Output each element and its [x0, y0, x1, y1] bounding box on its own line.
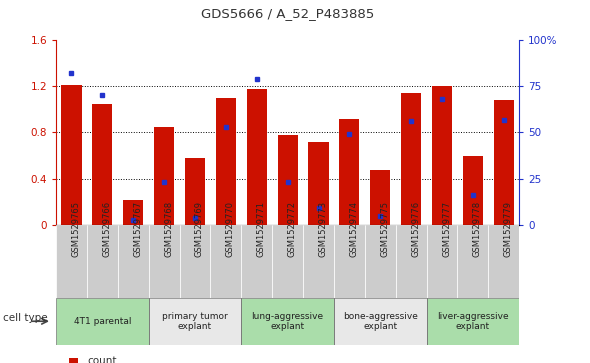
Bar — [118, 225, 149, 298]
Bar — [216, 98, 236, 225]
Bar — [432, 86, 452, 225]
Bar — [92, 103, 113, 225]
Text: liver-aggressive
explant: liver-aggressive explant — [437, 311, 509, 331]
Bar — [149, 225, 179, 298]
Bar — [494, 100, 514, 225]
Bar — [247, 89, 267, 225]
Bar — [56, 225, 87, 298]
Bar — [87, 225, 118, 298]
Bar — [370, 170, 391, 225]
Bar — [463, 156, 483, 225]
Bar — [339, 119, 359, 225]
Text: cell type: cell type — [3, 313, 48, 323]
Bar — [334, 225, 365, 298]
Bar — [272, 225, 303, 298]
Text: GSM1529772: GSM1529772 — [288, 201, 297, 257]
Bar — [149, 298, 241, 345]
Text: GSM1529766: GSM1529766 — [103, 201, 112, 257]
Text: ■: ■ — [68, 356, 79, 363]
Bar — [303, 225, 334, 298]
Bar — [365, 225, 396, 298]
Bar — [241, 298, 334, 345]
Bar — [457, 225, 489, 298]
Bar — [334, 298, 427, 345]
Text: GSM1529765: GSM1529765 — [71, 201, 80, 257]
Bar — [241, 225, 272, 298]
Text: GSM1529775: GSM1529775 — [381, 201, 389, 257]
Bar — [61, 85, 81, 225]
Bar — [123, 200, 143, 225]
Text: GSM1529777: GSM1529777 — [442, 201, 451, 257]
Text: GSM1529768: GSM1529768 — [164, 201, 173, 257]
Text: 4T1 parental: 4T1 parental — [74, 317, 131, 326]
Text: GSM1529770: GSM1529770 — [226, 201, 235, 257]
Text: GSM1529767: GSM1529767 — [133, 201, 142, 257]
Bar — [179, 225, 211, 298]
Bar — [154, 127, 174, 225]
Text: count: count — [87, 356, 117, 363]
Text: GSM1529769: GSM1529769 — [195, 201, 204, 257]
Bar — [277, 135, 298, 225]
Text: GSM1529779: GSM1529779 — [504, 201, 513, 257]
Bar — [401, 93, 421, 225]
Text: bone-aggressive
explant: bone-aggressive explant — [343, 311, 418, 331]
Text: GSM1529773: GSM1529773 — [319, 201, 327, 257]
Text: GSM1529771: GSM1529771 — [257, 201, 266, 257]
Bar — [427, 225, 457, 298]
Text: GSM1529776: GSM1529776 — [411, 201, 420, 257]
Bar — [56, 298, 149, 345]
Text: GSM1529778: GSM1529778 — [473, 201, 482, 257]
Text: lung-aggressive
explant: lung-aggressive explant — [251, 311, 324, 331]
Bar — [427, 298, 519, 345]
Text: GDS5666 / A_52_P483885: GDS5666 / A_52_P483885 — [201, 7, 374, 20]
Bar — [489, 225, 519, 298]
Bar — [309, 142, 329, 225]
Text: primary tumor
explant: primary tumor explant — [162, 311, 228, 331]
Bar — [396, 225, 427, 298]
Bar — [211, 225, 241, 298]
Bar — [185, 158, 205, 225]
Text: GSM1529774: GSM1529774 — [349, 201, 358, 257]
